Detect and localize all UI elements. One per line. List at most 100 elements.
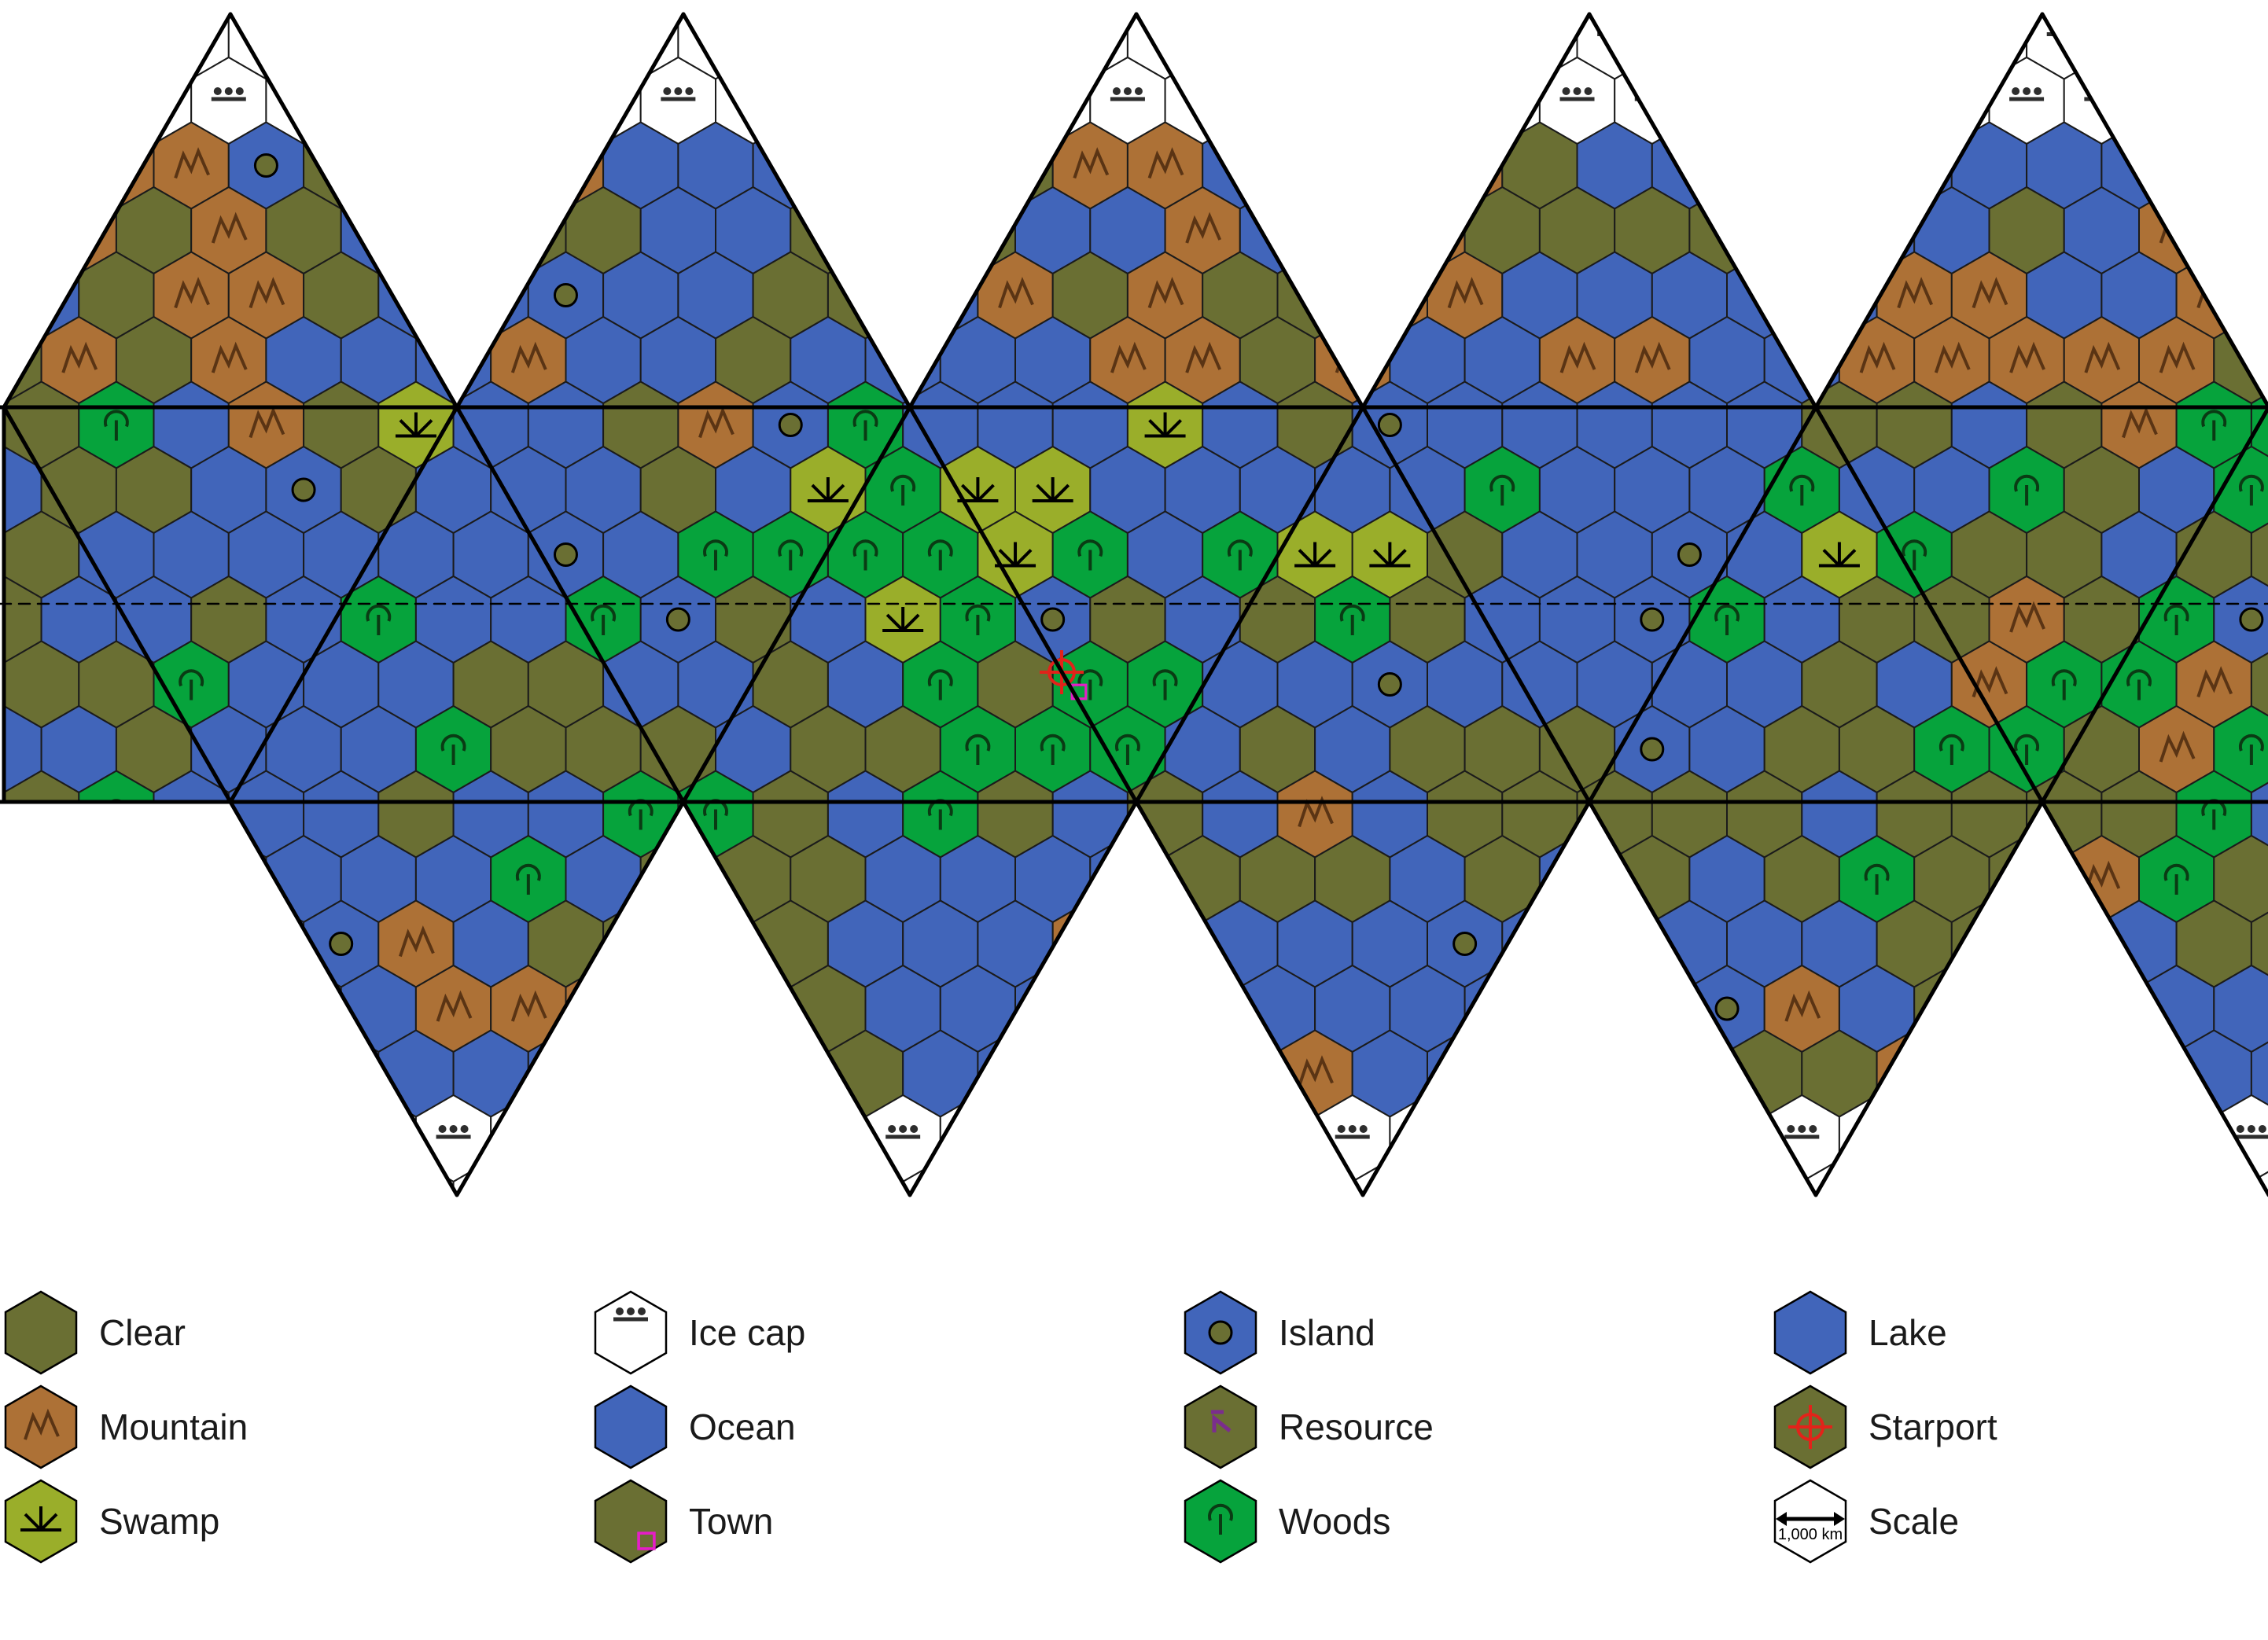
mountain-icon bbox=[2084, 341, 2121, 373]
hex-ice bbox=[1501, 1159, 1578, 1195]
mountain-icon bbox=[1110, 341, 1147, 373]
ice-cap-icon bbox=[2084, 1125, 2119, 1139]
hex-ice bbox=[490, 14, 567, 16]
hex-ice bbox=[1801, 14, 1878, 80]
ice-cap-icon bbox=[2121, 22, 2156, 36]
ice-cap-icon bbox=[476, 1190, 506, 1195]
mountain-icon bbox=[586, 990, 622, 1022]
mountain-icon bbox=[1634, 341, 1671, 373]
hex-ice bbox=[1913, 14, 1990, 16]
ice-cap-icon bbox=[998, 22, 1033, 36]
hex-ice bbox=[190, 1094, 267, 1183]
net-edge bbox=[1813, 800, 2045, 1197]
mountain-hex bbox=[4, 1384, 78, 1469]
ice-cap-icon bbox=[2159, 1125, 2194, 1139]
hex-clear bbox=[1351, 121, 1428, 210]
ice-cap-icon bbox=[1899, 1190, 1930, 1195]
ice-cap-icon bbox=[211, 1125, 246, 1139]
hex-ice bbox=[1314, 56, 1391, 145]
mountain-icon bbox=[1185, 341, 1222, 373]
hex-mountain bbox=[1314, 186, 1391, 275]
mountain-icon bbox=[211, 341, 248, 373]
hex-ice bbox=[2063, 1094, 2140, 1183]
ice-cap-icon bbox=[361, 1125, 396, 1139]
tree-icon bbox=[1040, 734, 1066, 765]
hex-ice bbox=[639, 1094, 716, 1183]
mountain-icon bbox=[2159, 341, 2196, 373]
net-edge bbox=[1134, 405, 1365, 804]
ocean-hex-icon bbox=[594, 1384, 668, 1469]
ice-cap-icon bbox=[323, 22, 359, 36]
hex-ice bbox=[2100, 14, 2178, 80]
hex-ice bbox=[340, 14, 417, 16]
tree-icon bbox=[591, 604, 617, 635]
ice-cap-icon bbox=[1260, 87, 1295, 101]
island-icon bbox=[403, 153, 429, 178]
ice-cap-icon bbox=[885, 87, 921, 101]
hex-ice bbox=[1427, 1159, 1504, 1195]
legend-label: Island bbox=[1279, 1312, 1375, 1353]
mountain-icon bbox=[61, 990, 98, 1022]
hex-mountain bbox=[1988, 964, 2065, 1053]
ice-cap-icon bbox=[249, 22, 284, 36]
island-icon bbox=[4, 996, 17, 1021]
ice-cap-icon bbox=[1447, 22, 1482, 36]
ice-cap-icon bbox=[1972, 22, 2007, 36]
island-icon bbox=[291, 477, 316, 502]
hex-ice bbox=[1089, 1094, 1166, 1183]
hex-ice bbox=[490, 56, 567, 145]
net-edge bbox=[1587, 800, 1818, 1197]
hex-mountain bbox=[2026, 1029, 2103, 1118]
mountain-icon bbox=[1784, 990, 1821, 1022]
hex-ice bbox=[303, 1159, 380, 1195]
ice-cap-icon bbox=[885, 1125, 921, 1139]
hex-ice bbox=[1651, 1159, 1728, 1195]
ice-cap-icon bbox=[623, 22, 658, 36]
ice-cap-icon bbox=[2049, 1190, 2079, 1195]
legend-item-resource: Resource bbox=[1180, 1384, 1434, 1470]
hex-ice bbox=[190, 14, 267, 16]
hex-clear bbox=[190, 834, 267, 924]
mountain-icon bbox=[1410, 211, 1446, 244]
mountain-icon bbox=[61, 211, 98, 244]
hex-ice bbox=[1051, 1159, 1128, 1195]
hex-ocean bbox=[1126, 899, 1204, 988]
scale-bar-icon bbox=[1776, 1512, 1845, 1526]
ice-cap-icon bbox=[810, 87, 845, 101]
net-edge bbox=[2040, 800, 2268, 1197]
hex-mountain bbox=[2175, 121, 2252, 210]
ice-cap-icon bbox=[1035, 1125, 1070, 1139]
lake-hex bbox=[1773, 1290, 1847, 1375]
island-icon bbox=[329, 932, 354, 956]
hex-ice bbox=[414, 56, 492, 145]
mountain-icon bbox=[1298, 796, 1334, 828]
hex-ice bbox=[1838, 14, 1916, 16]
swamp-hex-icon bbox=[4, 1479, 78, 1564]
legend-label: Clear bbox=[99, 1312, 186, 1353]
ice-cap-icon bbox=[1522, 22, 1557, 36]
ice-cap-icon bbox=[2196, 22, 2232, 36]
hex-island bbox=[377, 121, 455, 210]
ice-cap-icon bbox=[1147, 22, 1183, 36]
hex-ice bbox=[303, 14, 380, 80]
net-edge bbox=[1360, 405, 1592, 804]
hex-ice bbox=[715, 1094, 792, 1183]
tree-icon bbox=[2051, 669, 2077, 700]
net-edge bbox=[1587, 405, 1818, 804]
mountain-icon bbox=[1559, 990, 1596, 1022]
tree-icon bbox=[927, 539, 953, 571]
ice-cap-icon bbox=[1375, 1190, 1405, 1195]
tree-icon bbox=[1077, 669, 1103, 700]
starport-icon bbox=[1788, 1405, 1832, 1449]
clear-hex-icon bbox=[4, 1290, 78, 1375]
hex-mountain bbox=[1576, 899, 1653, 988]
ice-cap-icon bbox=[1672, 22, 1707, 36]
hex-ice bbox=[752, 1159, 829, 1195]
net-edge bbox=[455, 800, 686, 1197]
tree-icon bbox=[2126, 669, 2152, 700]
hex-ice bbox=[1239, 1094, 1316, 1183]
swamp-icon bbox=[1369, 542, 1411, 568]
ice-cap-icon bbox=[586, 87, 621, 101]
tree-icon bbox=[890, 474, 916, 506]
mountain-icon bbox=[1634, 990, 1671, 1022]
